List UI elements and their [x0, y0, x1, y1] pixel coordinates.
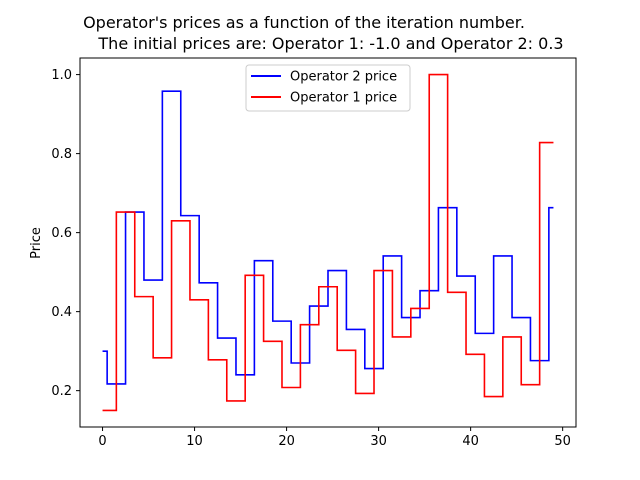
- legend: Operator 2 price Operator 1 price: [245, 64, 411, 112]
- x-tick-label: 0: [98, 434, 106, 449]
- y-tick-label: 1.0: [51, 68, 72, 83]
- x-tick-label: 20: [278, 434, 295, 449]
- x-tick-label: 40: [462, 434, 479, 449]
- plot-area: [79, 57, 577, 428]
- x-tick-label: 10: [186, 434, 203, 449]
- x-tick-label: 50: [554, 434, 571, 449]
- series-line-operator-2-price: [102, 90, 554, 385]
- series-line-operator-1-price: [102, 73, 554, 412]
- y-axis-label: Price: [29, 227, 44, 259]
- y-axis: 0.2 0.4 0.6 0.8 1.0: [51, 68, 80, 399]
- y-tick-label: 0.2: [51, 384, 72, 399]
- legend-label-operator-1: Operator 1 price: [290, 91, 397, 106]
- plot-lines: [102, 73, 554, 412]
- legend-label-operator-2: Operator 2 price: [290, 70, 397, 85]
- chart-title-line-2: The initial prices are: Operator 1: -1.0…: [97, 34, 563, 53]
- y-tick-label: 0.4: [51, 305, 72, 320]
- x-tick-label: 30: [370, 434, 387, 449]
- y-tick-label: 0.8: [51, 147, 72, 162]
- legend-frame: [245, 64, 411, 112]
- chart-title-line-1: Operator's prices as a function of the i…: [83, 13, 525, 32]
- y-tick-label: 0.6: [51, 226, 72, 241]
- x-axis: 0 10 20 30 40 50: [98, 427, 571, 449]
